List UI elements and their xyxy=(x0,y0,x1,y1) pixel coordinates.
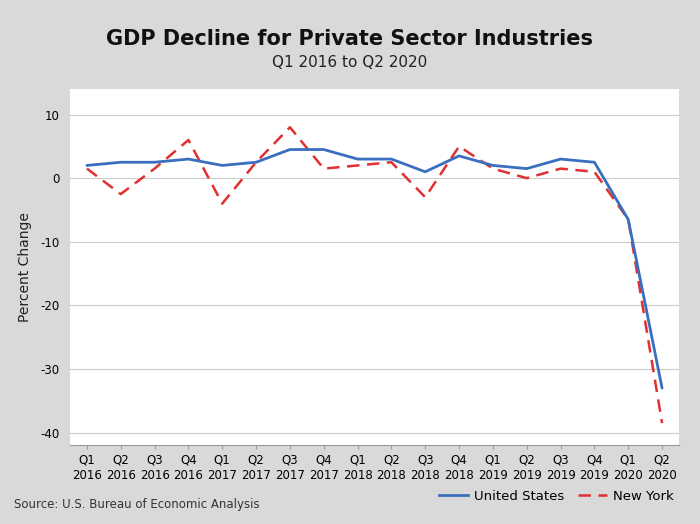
Text: Q1 2016 to Q2 2020: Q1 2016 to Q2 2020 xyxy=(272,55,428,70)
United States xyxy=(83,162,91,169)
New York xyxy=(624,216,632,223)
New York xyxy=(489,166,497,172)
United States xyxy=(421,169,429,175)
United States xyxy=(387,156,395,162)
New York xyxy=(252,159,260,166)
New York xyxy=(590,169,598,175)
New York xyxy=(455,143,463,149)
New York xyxy=(286,124,294,130)
New York xyxy=(421,194,429,200)
United States xyxy=(218,162,226,169)
Y-axis label: Percent Change: Percent Change xyxy=(18,212,32,322)
New York xyxy=(658,420,666,426)
New York xyxy=(116,191,125,197)
United States xyxy=(319,146,328,152)
United States xyxy=(624,216,632,223)
United States xyxy=(556,156,565,162)
United States xyxy=(286,146,294,152)
United States xyxy=(354,156,362,162)
Text: Source: U.S. Bureau of Economic Analysis: Source: U.S. Bureau of Economic Analysis xyxy=(14,498,260,511)
United States xyxy=(489,162,497,169)
New York xyxy=(184,137,192,143)
Text: GDP Decline for Private Sector Industries: GDP Decline for Private Sector Industrie… xyxy=(106,29,594,49)
United States xyxy=(658,385,666,391)
New York xyxy=(387,159,395,166)
New York xyxy=(319,166,328,172)
United States xyxy=(150,159,159,166)
United States xyxy=(455,153,463,159)
New York xyxy=(150,166,159,172)
United States xyxy=(116,159,125,166)
Line: United States: United States xyxy=(87,149,662,388)
Line: New York: New York xyxy=(87,127,662,423)
Legend: United States, New York: United States, New York xyxy=(433,484,680,508)
New York xyxy=(522,175,531,181)
New York xyxy=(354,162,362,169)
United States xyxy=(522,166,531,172)
New York xyxy=(83,166,91,172)
United States xyxy=(184,156,192,162)
United States xyxy=(590,159,598,166)
New York xyxy=(218,201,226,207)
New York xyxy=(556,166,565,172)
United States xyxy=(252,159,260,166)
